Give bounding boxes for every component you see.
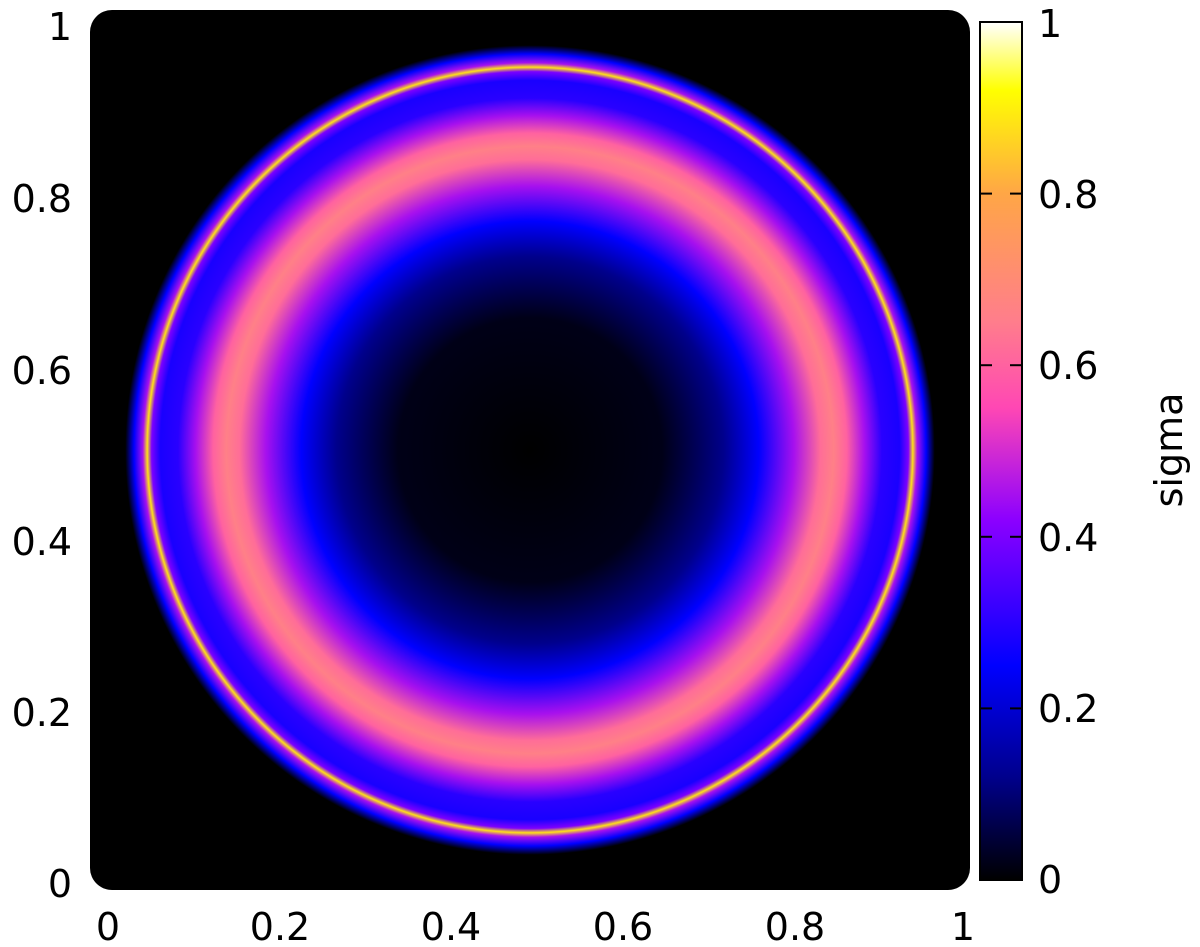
y-tick-label-2: 0.4 — [12, 520, 72, 564]
colorbar-tick-label-3: 0.6 — [1038, 344, 1098, 388]
x-tick-label-5: 1 — [951, 905, 975, 947]
y-axis-tick-labels: 0 0.2 0.4 0.6 0.8 1 — [12, 5, 72, 906]
colorbar-tick-label-5: 1 — [1038, 2, 1062, 46]
colorbar-tick-label-4: 0.8 — [1038, 173, 1098, 217]
sigma-field-disc — [120, 40, 940, 860]
y-tick-label-1: 0.2 — [12, 691, 72, 735]
colorbar-gradient — [979, 21, 1023, 881]
colorbar: 0 0.2 0.4 0.6 0.8 1 sigma — [979, 2, 1191, 902]
x-tick-label-2: 0.4 — [421, 905, 481, 947]
colorbar-tick-label-2: 0.4 — [1038, 516, 1098, 560]
colorbar-tick-label-1: 0.2 — [1038, 687, 1098, 731]
x-tick-label-0: 0 — [96, 905, 120, 947]
x-tick-label-1: 0.2 — [250, 905, 310, 947]
x-axis-tick-labels: 0 0.2 0.4 0.6 0.8 1 — [96, 905, 975, 947]
plot-area — [90, 10, 970, 890]
y-tick-label-5: 1 — [48, 5, 72, 49]
x-tick-label-4: 0.8 — [765, 905, 825, 947]
colorbar-tick-label-0: 0 — [1038, 858, 1062, 902]
colorbar-tick-marks — [980, 192, 1022, 710]
y-tick-label-4: 0.8 — [12, 177, 72, 221]
y-tick-label-3: 0.6 — [12, 349, 72, 393]
x-tick-label-3: 0.6 — [593, 905, 653, 947]
colorbar-label: sigma — [1147, 393, 1191, 508]
y-tick-label-0: 0 — [48, 862, 72, 906]
